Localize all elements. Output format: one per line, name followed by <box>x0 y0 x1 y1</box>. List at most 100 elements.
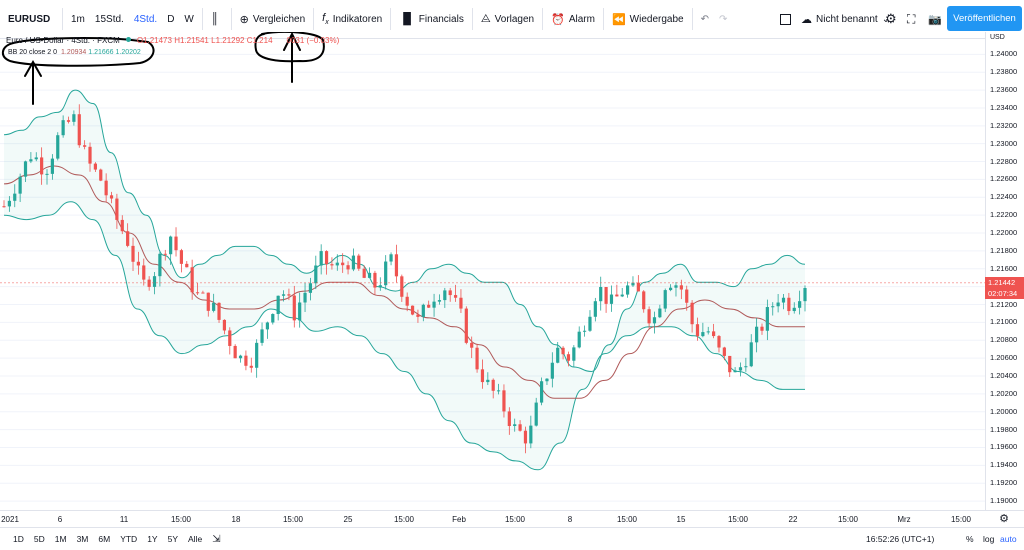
settings-button[interactable]: ⚙ <box>880 0 902 38</box>
interval-1m[interactable]: 1m <box>71 13 85 25</box>
candle-body <box>190 267 194 293</box>
templates-button[interactable]: ⨺ Vorlagen <box>476 0 539 38</box>
candle-body <box>163 253 167 255</box>
fullscreen-toggle[interactable] <box>775 0 796 38</box>
current-price-label: 1.21442 <box>985 276 1024 288</box>
candle-body <box>738 367 743 371</box>
symbol-title[interactable]: Euro / US-Dollar · 4Std. · FXCM <box>6 36 120 45</box>
range-button-3m[interactable]: 3M <box>76 534 89 544</box>
snapshot-button[interactable]: 📷 <box>923 0 947 38</box>
ohlc-change: 0031 (−0.03%) <box>286 36 340 45</box>
candle-body <box>152 276 157 287</box>
auto-scale-toggle[interactable]: auto <box>1000 534 1017 544</box>
divider <box>230 8 232 30</box>
candle-body <box>362 268 366 278</box>
time-tick-label: 15:00 <box>727 515 749 524</box>
candle-body <box>158 253 162 277</box>
candle-body <box>695 324 700 337</box>
axis-settings-gear-icon[interactable]: ⚙ <box>999 513 1009 525</box>
range-button-1d[interactable]: 1D <box>13 534 24 544</box>
replay-button[interactable]: ⏪ Wiedergabe <box>607 0 689 38</box>
compare-button[interactable]: ⊕ Vergleichen <box>235 0 310 38</box>
candle-body <box>405 296 409 306</box>
redo-button[interactable]: ↷ <box>714 0 732 38</box>
candle-body <box>341 262 345 266</box>
divider <box>390 8 392 30</box>
candle-body <box>556 347 560 363</box>
price-axis[interactable]: USD 1.24000 1.23800 1.23600 1.23400 1.23200 1… <box>985 32 1024 510</box>
candle-body <box>534 402 538 426</box>
undo-button[interactable]: ↶ <box>696 0 714 38</box>
chart-type-button[interactable]: ║ <box>206 0 228 38</box>
layout-menu[interactable]: ☁ Nicht benannt ⌄ <box>796 0 895 38</box>
time-tick-label: 11 <box>119 515 129 524</box>
candle-body <box>615 294 619 297</box>
top-toolbar: EURUSD 1m 15Std. 4Std. D W ║ ⊕ Vergleiche… <box>0 0 1024 39</box>
log-toggle[interactable]: log <box>983 534 995 544</box>
candle-body <box>765 307 769 331</box>
symbol-search[interactable]: EURUSD <box>8 13 51 25</box>
alert-button[interactable]: ⏰ Alarm <box>546 0 600 38</box>
candle-body <box>803 288 807 302</box>
goto-date-button[interactable]: ⇲ <box>207 534 225 545</box>
range-button-1y[interactable]: 1Y <box>147 534 158 544</box>
candle-body <box>717 336 721 348</box>
maximize-button[interactable]: ⛶ <box>902 0 920 38</box>
candle-body <box>416 314 420 317</box>
gear-icon: ⚙ <box>885 11 897 26</box>
candle-body <box>276 295 280 315</box>
templates-label: Vorlagen <box>494 13 535 25</box>
price-tick-label: 1.19000 <box>990 496 1018 506</box>
candle-body <box>658 308 662 318</box>
time-tick-label: 15:00 <box>170 515 192 524</box>
indicator-legend[interactable]: BB 20 close 2 0 1.20934 1.21666 1.20202 <box>8 49 141 56</box>
candle-body <box>357 255 361 269</box>
range-button-1m[interactable]: 1M <box>54 534 67 544</box>
interval-4std[interactable]: 4Std. <box>133 13 158 25</box>
candle-body <box>787 297 791 312</box>
candle-body <box>701 332 705 337</box>
price-tick-label: 1.21600 <box>990 263 1018 273</box>
range-button-alle[interactable]: Alle <box>188 534 203 544</box>
candle-body <box>749 342 753 367</box>
candle-body <box>593 301 597 317</box>
candle-body <box>674 285 678 288</box>
interval-d[interactable]: D <box>167 13 175 25</box>
range-button-ytd[interactable]: YTD <box>120 534 138 544</box>
price-chart[interactable] <box>0 32 985 510</box>
candle-body <box>588 316 592 331</box>
plus-circle-icon: ⊕ <box>239 13 249 26</box>
candle-body <box>319 251 323 266</box>
price-tick-label: 1.24000 <box>990 49 1018 59</box>
divider <box>542 8 544 30</box>
candle-body <box>34 157 38 160</box>
ohlc-low: L1.21292 <box>211 36 245 45</box>
chart-legend: Euro / US-Dollar · 4Std. · FXCM O1.21473 … <box>6 36 339 45</box>
range-button-5y[interactable]: 5Y <box>167 534 178 544</box>
publish-button[interactable]: Veröffentlichen <box>947 6 1022 31</box>
time-axis[interactable]: ⚙ 2021 6 11 15:00 18 15:00 25 15:00 Feb 15:00 8 15:… <box>0 510 1024 528</box>
bar-chart-icon: ▐▌ <box>399 13 415 25</box>
candle-body <box>491 379 495 391</box>
bb-upper-value: 1.21666 <box>88 49 114 56</box>
candle-body <box>577 331 581 348</box>
candle-body <box>421 304 425 317</box>
candle-body <box>298 302 302 321</box>
candle-body <box>389 254 393 262</box>
range-button-6m[interactable]: 6M <box>98 534 111 544</box>
financials-button[interactable]: ▐▌ Financials <box>394 0 469 38</box>
range-button-5d[interactable]: 5D <box>33 534 45 544</box>
interval-15std[interactable]: 15Std. <box>94 13 124 25</box>
candle-body <box>206 292 210 311</box>
bollinger-band-fill <box>4 90 805 470</box>
candle-body <box>523 430 528 444</box>
interval-w[interactable]: W <box>184 13 194 25</box>
price-tick-label: 1.20000 <box>990 406 1018 416</box>
price-tick-label: 1.20400 <box>990 370 1018 380</box>
indicators-button[interactable]: fx Indikatoren <box>317 0 387 38</box>
timezone-button[interactable]: 16:52:26 (UTC+1) <box>866 534 935 544</box>
candle-body <box>56 135 60 159</box>
candle-body <box>470 342 474 348</box>
percent-toggle[interactable]: % <box>966 534 974 544</box>
candle-body <box>561 347 565 355</box>
